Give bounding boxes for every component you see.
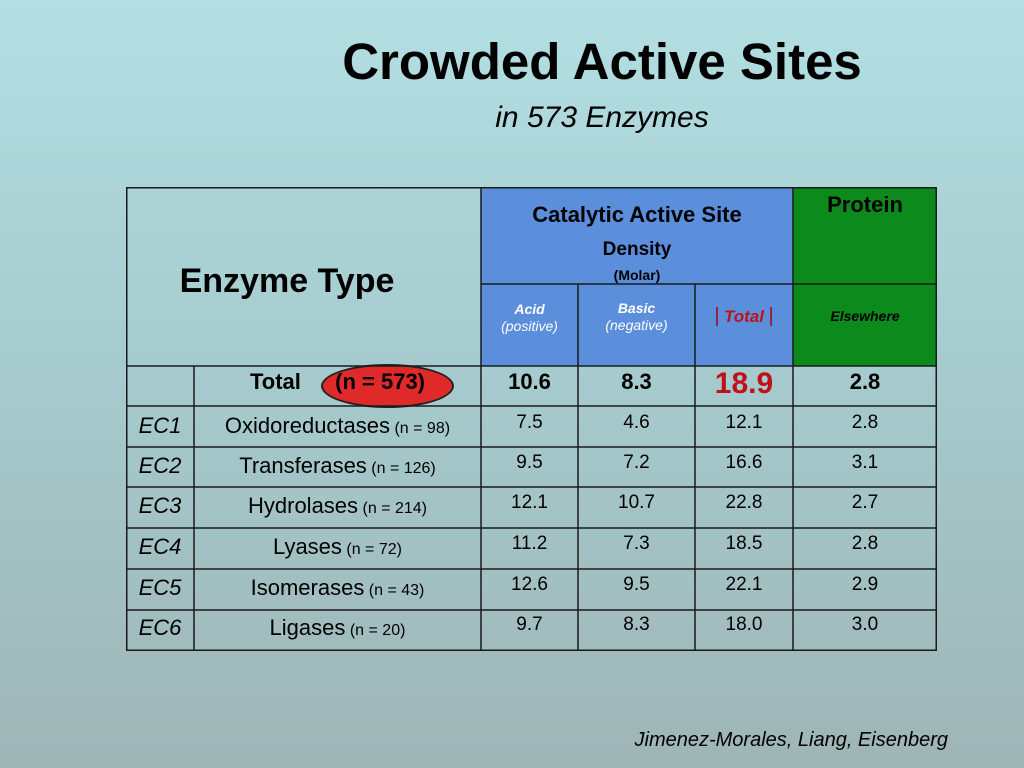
table-row: EC6 Ligases (n = 20) 9.7 8.3 18.0 3.0 [126,610,937,651]
basic-value: 4.6 [623,412,650,433]
basic-value: 7.2 [623,452,650,473]
enzyme-name: Isomerases (n = 43) [194,575,481,601]
total-row-basic: 8.3 [621,369,652,394]
acid-value: 9.7 [516,614,543,635]
total-value: 22.8 [725,492,763,513]
enzyme-class-name: Hydrolases [248,493,359,518]
total-left-bar: | [714,305,720,327]
total-row-n: (n = 573) [335,369,426,394]
author-credit: Jimenez-Morales, Liang, Eisenberg [634,729,949,751]
acid-note: (positive) [501,318,558,334]
total-subheader: | Total | [695,305,793,329]
table-row: EC5 Isomerases (n = 43) 12.6 9.5 22.1 2.… [126,569,937,610]
enzyme-count: (n = 126) [371,460,436,477]
ec-code: EC6 [138,615,182,640]
protein-header-bg [793,187,937,366]
enzyme-class-name: Transferases [239,453,367,478]
basic-label: Basic [617,300,656,316]
enzyme-class-name: Isomerases [250,575,365,600]
enzyme-density-table: Enzyme Type Catalytic Active Site Densit… [126,187,937,651]
table-row: EC2 Transferases (n = 126) 9.5 7.2 16.6 … [126,447,937,487]
slide-title: Crowded Active Sites [342,33,862,90]
total-row-total: 18.9 [714,367,774,400]
enzyme-type-header: Enzyme Type [179,262,395,300]
acid-value: 7.5 [516,412,543,433]
enzyme-class-name: Ligases [269,615,346,640]
total-value: 18.5 [725,533,763,554]
elsewhere-value: 2.9 [851,574,879,595]
enzyme-name: Ligases (n = 20) [194,615,481,641]
acid-subheader: Acid (positive) [481,301,578,335]
enzyme-name: Lyases (n = 72) [194,534,481,560]
total-row-elsewhere: 2.8 [849,369,881,394]
elsewhere-value: 2.8 [851,533,879,554]
basic-subheader: Basic (negative) [578,300,695,334]
table-grid [126,187,937,651]
acid-value: 9.5 [516,452,543,473]
total-value: 22.1 [725,574,763,595]
table-row: EC3 Hydrolases (n = 214) 12.1 10.7 22.8 … [126,487,937,528]
total-row-label: Total (n = 573) [194,369,481,395]
enzyme-class-name: Oxidoreductases [224,413,391,438]
total-right-bar: | [768,305,774,327]
enzyme-count: (n = 72) [346,541,402,558]
ec-code: EC4 [138,534,182,559]
catalytic-active-site-header: Catalytic Active Site [532,202,742,227]
ec-code: EC2 [138,453,182,478]
enzyme-count: (n = 20) [349,622,406,639]
acid-label: Acid [514,301,545,317]
elsewhere-value: 2.7 [851,492,879,513]
acid-value: 11.2 [511,533,548,554]
total-label: Total [724,307,764,326]
elsewhere-value: 2.8 [851,412,879,433]
basic-value: 9.5 [623,574,650,595]
total-value: 18.0 [725,614,763,635]
protein-header: Protein [827,192,903,217]
enzyme-count: (n = 214) [362,500,427,517]
ec-code: EC1 [138,413,182,438]
ec-code: EC3 [138,493,182,518]
slide-subtitle: in 573 Enzymes [495,101,709,134]
enzyme-count: (n = 98) [394,420,451,437]
enzyme-name: Hydrolases (n = 214) [194,493,481,519]
density-label: Density [602,239,672,260]
total-value: 16.6 [725,452,763,473]
basic-value: 8.3 [623,614,650,635]
total-highlight-oval [321,364,454,408]
enzyme-name: Transferases (n = 126) [194,453,481,479]
total-row-acid: 10.6 [508,369,551,394]
enzyme-name: Oxidoreductases (n = 98) [194,413,481,439]
enzyme-class-name: Lyases [273,534,342,559]
molar-label: (Molar) [613,267,661,283]
elsewhere-value: 3.0 [851,614,879,635]
basic-value: 7.3 [623,533,650,554]
acid-value: 12.6 [511,574,548,595]
total-value: 12.1 [725,412,763,433]
table-row: EC4 Lyases (n = 72) 11.2 7.3 18.5 2.8 [126,528,937,569]
table-row: EC1 Oxidoreductases (n = 98) 7.5 4.6 12.… [126,406,937,447]
elsewhere-subheader: Elsewhere [830,308,900,324]
basic-value: 10.7 [618,492,655,513]
basic-note: (negative) [605,317,668,333]
elsewhere-value: 3.1 [851,452,879,473]
ec-code: EC5 [138,575,182,600]
total-row-text: Total [249,369,301,394]
catalytic-header-bg [481,187,793,366]
enzyme-count: (n = 43) [368,582,425,599]
acid-value: 12.1 [511,492,548,513]
